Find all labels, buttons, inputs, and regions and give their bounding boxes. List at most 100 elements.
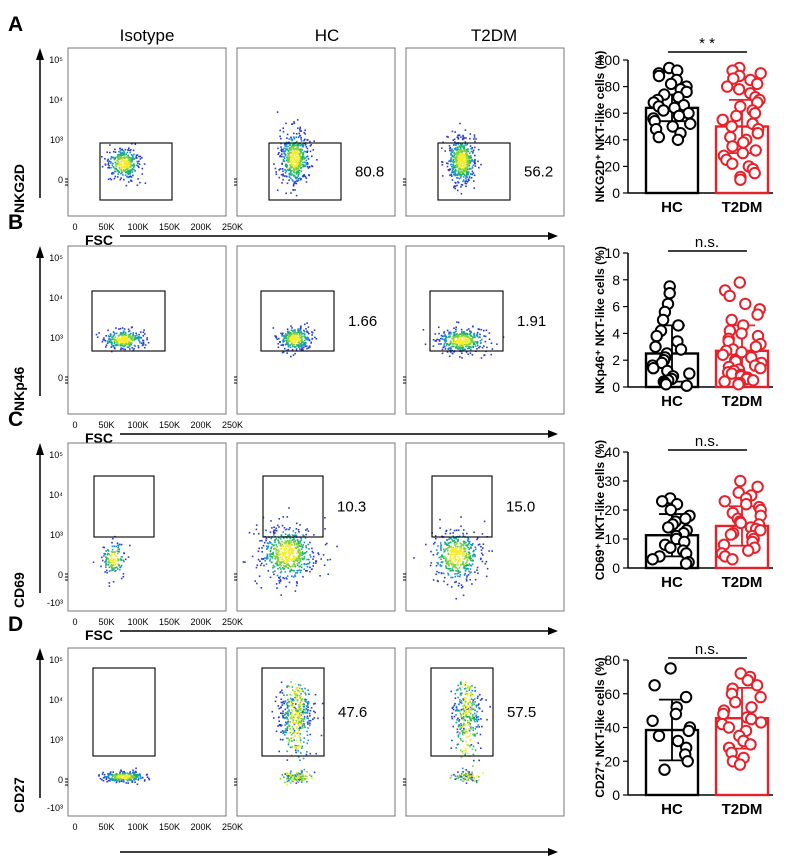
flow-event-dot	[289, 167, 291, 169]
flow-event-dot	[284, 143, 286, 146]
flow-event-dot	[126, 156, 129, 158]
flow-event-dot	[288, 565, 291, 567]
flow-event-dot	[122, 778, 125, 781]
flow-event-dot	[138, 777, 140, 780]
flow-event-dot	[116, 779, 119, 782]
flow-event-dot	[460, 344, 462, 346]
flow-event-dot	[480, 545, 482, 548]
flow-event-dot	[451, 151, 454, 153]
flow-event-dot	[295, 746, 297, 748]
flow-event-dot	[294, 154, 297, 157]
flow-event-dot	[450, 559, 453, 561]
flow-event-dot	[455, 705, 458, 708]
flow-event-dot	[467, 553, 470, 556]
flow-event-dot	[453, 345, 455, 348]
flow-event-dot	[474, 749, 477, 751]
flow-event-dot	[449, 558, 451, 561]
flow-event-dot	[286, 545, 289, 547]
flow-event-dot	[119, 566, 121, 568]
flow-event-dot	[126, 165, 129, 167]
flow-event-dot	[124, 174, 127, 177]
flow-event-dot	[458, 170, 461, 173]
flow-event-dot	[485, 575, 488, 578]
flow-event-dot	[466, 344, 468, 346]
flow-event-dot	[469, 543, 472, 546]
flow-event-dot	[309, 709, 312, 712]
flow-event-dot	[129, 166, 131, 168]
flow-event-dot	[280, 546, 283, 548]
flow-event-dot	[294, 168, 296, 171]
flow-event-dot	[276, 562, 278, 564]
flow-event-dot	[261, 539, 263, 542]
flow-event-dot	[471, 544, 473, 546]
flow-event-dot	[464, 182, 467, 185]
flow-event-dot	[438, 326, 440, 329]
flow-event-dot	[463, 718, 465, 721]
flow-event-dot	[291, 179, 294, 181]
flow-event-dot	[458, 557, 460, 560]
flow-event-dot	[297, 756, 300, 758]
flow-event-dot	[130, 776, 133, 779]
flow-event-dot	[126, 172, 129, 175]
gate-rectangle	[429, 290, 504, 352]
flow-event-dot	[289, 144, 291, 147]
x-tick-label: 200K	[190, 420, 211, 430]
flow-event-dot	[480, 718, 482, 720]
flow-event-dot	[117, 170, 120, 172]
flow-event-dot	[107, 564, 110, 566]
flow-event-dot	[453, 334, 456, 337]
flow-event-dot	[125, 775, 128, 778]
flow-event-dot	[454, 556, 456, 558]
flow-event-dot	[483, 520, 486, 523]
flow-event-dot	[309, 140, 311, 143]
flow-event-dot	[107, 329, 109, 332]
flow-event-dot	[131, 168, 134, 171]
flow-event-dot	[130, 159, 133, 162]
flow-event-dot	[461, 153, 464, 156]
flow-event-dot	[275, 583, 278, 585]
flow-event-dot	[124, 338, 126, 340]
flow-event-dot	[465, 173, 468, 175]
flow-event-dot	[301, 158, 303, 160]
flow-event-dot	[122, 332, 124, 334]
flow-event-dot	[455, 529, 458, 532]
flow-event-dot	[452, 167, 455, 169]
flow-event-dot	[462, 594, 465, 597]
plot-frame	[236, 245, 396, 415]
flow-event-dot	[281, 553, 284, 555]
flow-event-dot	[117, 162, 119, 165]
flow-event-dot	[269, 531, 272, 533]
flow-event-dot	[110, 558, 112, 561]
flow-event-dot	[454, 564, 457, 566]
flow-event-dot	[107, 549, 109, 551]
flow-event-dot	[295, 158, 298, 161]
flow-event-dot	[281, 738, 284, 741]
flow-event-dot	[285, 721, 287, 724]
flow-event-dot	[292, 552, 294, 554]
flow-event-dot	[440, 337, 442, 340]
flow-event-dot	[283, 340, 285, 342]
flow-event-dot	[464, 141, 467, 143]
flow-event-dot	[119, 771, 121, 773]
flow-event-dot	[300, 136, 302, 139]
flow-event-dot	[473, 759, 475, 762]
flow-event-dot	[298, 166, 300, 168]
flow-event-dot	[285, 543, 288, 546]
flow-event-dot	[283, 550, 286, 552]
flow-plot-t2dm: 1.91	[403, 245, 565, 415]
flow-event-dot	[278, 576, 280, 579]
flow-event-dot	[292, 721, 295, 724]
flow-event-dot	[301, 156, 303, 158]
flow-event-dot	[455, 165, 458, 167]
flow-event-dot	[140, 331, 142, 333]
flow-event-dot	[298, 332, 301, 335]
flow-event-dot	[117, 548, 120, 550]
flow-event-dot	[106, 342, 109, 344]
flow-event-dot	[304, 330, 306, 333]
flow-event-dot	[293, 174, 296, 177]
flow-event-dot	[477, 695, 479, 698]
gate-rectangle	[92, 667, 156, 757]
flow-event-dot	[295, 711, 298, 714]
flow-event-dot	[294, 180, 297, 183]
flow-event-dot	[455, 177, 458, 179]
